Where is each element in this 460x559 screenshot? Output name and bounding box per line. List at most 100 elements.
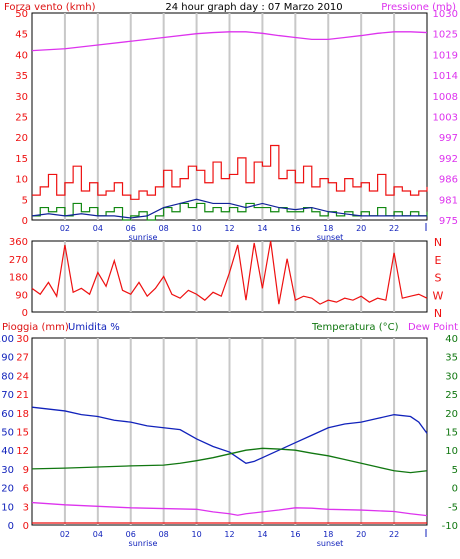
humidity-y-tick-label: 30 [16, 334, 29, 345]
direction-y-tick-label: 270 [9, 255, 28, 266]
humidity-y-tick-label: 12 [16, 446, 29, 457]
compass-label: N [434, 236, 442, 249]
humidity-y-tick-label: 27 [16, 353, 29, 364]
wind-direction-series [31, 240, 428, 305]
direction-y-tick-label: 90 [15, 290, 28, 301]
x-tick-label: 06 [126, 224, 136, 233]
rain-y-tick-label: 80 [1, 371, 14, 382]
x-tick-label: 06 [126, 530, 136, 539]
wind-y-tick-label: 50 [15, 9, 28, 20]
wind-y-tick-label: 35 [15, 71, 28, 82]
rain-y-tick-label: 20 [1, 484, 14, 495]
pressure-y-tick-label: 1025 [433, 30, 458, 41]
rain-y-tick-label: 30 [1, 465, 14, 476]
x-tick-label: 14 [257, 530, 267, 539]
dewpoint-series [31, 501, 428, 517]
x-tick-label: 18 [323, 530, 333, 539]
temperature-y-tick-label: -10 [442, 521, 458, 532]
rain-y-tick-label: 70 [1, 390, 14, 401]
x-tick-label: 10 [191, 224, 201, 233]
sunrise-label-bottom: sunrise [129, 539, 158, 548]
rain-y-tick-label: 40 [1, 446, 14, 457]
temperature-y-tick-label: 40 [445, 334, 458, 345]
wind-y-tick-label: 15 [15, 154, 28, 165]
pressure-series [31, 31, 428, 52]
wind-y-tick-label: 30 [15, 92, 28, 103]
pressure-y-tick-label: 981 [439, 195, 458, 206]
temperature-y-tick-label: 10 [445, 446, 458, 457]
sunset-label-top: sunset [317, 233, 344, 242]
temperature-y-tick-label: 35 [445, 353, 458, 364]
humidity-series [31, 406, 428, 464]
x-tick-label: 08 [159, 224, 169, 233]
temperature-axis-label: Temperatura (°C) [311, 322, 399, 333]
x-tick-label: 20 [356, 224, 366, 233]
humidity-y-tick-label: 9 [23, 465, 29, 476]
pressure-y-tick-label: 1030 [433, 9, 458, 20]
x-tick-label: 16 [290, 224, 300, 233]
x-tick-label: 10 [191, 530, 201, 539]
compass-label: E [435, 254, 442, 267]
x-tick-label: 16 [290, 530, 300, 539]
rain-y-tick-label: 0 [8, 521, 14, 532]
x-tick-label: 04 [93, 224, 103, 233]
direction-y-tick-label: 0 [22, 308, 28, 319]
temperature-series [31, 447, 428, 474]
rain-y-tick-label: 100 [0, 334, 14, 345]
pressure-y-tick-label: 986 [439, 175, 458, 186]
x-tick-label: 02 [60, 224, 70, 233]
x-tick-label: 22 [389, 224, 399, 233]
rain-axis-label: Pioggia (mm) [2, 322, 69, 333]
temperature-y-tick-label: 15 [445, 428, 458, 439]
wind-pressure-chart: 0 5 10 15 20 25 30 35 40 45 50 975 981 986 992 997 1003… [15, 9, 458, 233]
compass-label: N [434, 307, 442, 320]
temperature-y-tick-label: 30 [445, 371, 458, 382]
wind-y-tick-label: 25 [15, 113, 28, 124]
rain-y-tick-label: 90 [1, 353, 14, 364]
humidity-y-tick-label: 18 [16, 409, 29, 420]
pressure-y-tick-label: 997 [439, 133, 458, 144]
wind-y-tick-label: 10 [15, 175, 28, 186]
direction-y-tick-label: 180 [9, 273, 28, 284]
rain-y-tick-label: 50 [1, 428, 14, 439]
avg-series [31, 198, 427, 219]
page-title: 24 hour graph day : 07 Marzo 2010 [165, 2, 342, 13]
gust-series [32, 202, 428, 221]
humidity-axis-label: Umidita % [68, 322, 120, 333]
x-tick-label: 22 [389, 530, 399, 539]
wind-y-tick-label: 20 [15, 133, 28, 144]
pressure-y-tick-label: 992 [439, 154, 458, 165]
temperature-y-tick-label: 0 [452, 484, 458, 495]
x-tick-label: 12 [224, 530, 234, 539]
humidity-y-tick-label: 0 [23, 521, 29, 532]
humidity-y-tick-label: 6 [23, 484, 29, 495]
rain-y-tick-label: 60 [1, 409, 14, 420]
temperature-y-tick-label: -5 [448, 502, 458, 513]
dewpoint-axis-label: Dew Point [408, 322, 458, 333]
x-tick-label: 02 [60, 530, 70, 539]
compass-label: W [433, 289, 444, 302]
pressure-y-tick-label: 975 [439, 216, 458, 227]
compass-label: S [435, 272, 442, 285]
x-tick-label: 18 [323, 224, 333, 233]
temperature-y-tick-label: 5 [452, 465, 458, 476]
pressure-y-tick-label: 1008 [433, 92, 458, 103]
temperature-y-tick-label: 20 [445, 409, 458, 420]
x-tick-label: 14 [257, 224, 267, 233]
x-tick-label: 08 [159, 530, 169, 539]
rain-y-tick-label: 10 [1, 502, 14, 513]
x-tick-label: 04 [93, 530, 103, 539]
humidity-temperature-chart: 0102030405060708090100036912151821242730… [0, 334, 458, 539]
pressure-y-tick-label: 1014 [433, 71, 458, 82]
wind-axis-label: Forza vento (kmh) [4, 2, 96, 13]
sunrise-label-top: sunrise [129, 233, 158, 242]
temperature-y-tick-label: 25 [445, 390, 458, 401]
x-tick-label: 12 [224, 224, 234, 233]
wind-y-tick-label: 45 [15, 30, 28, 41]
wind-y-tick-label: 5 [22, 195, 28, 206]
humidity-y-tick-label: 21 [16, 390, 29, 401]
pressure-y-tick-label: 1019 [433, 50, 458, 61]
humidity-y-tick-label: 3 [23, 502, 29, 513]
